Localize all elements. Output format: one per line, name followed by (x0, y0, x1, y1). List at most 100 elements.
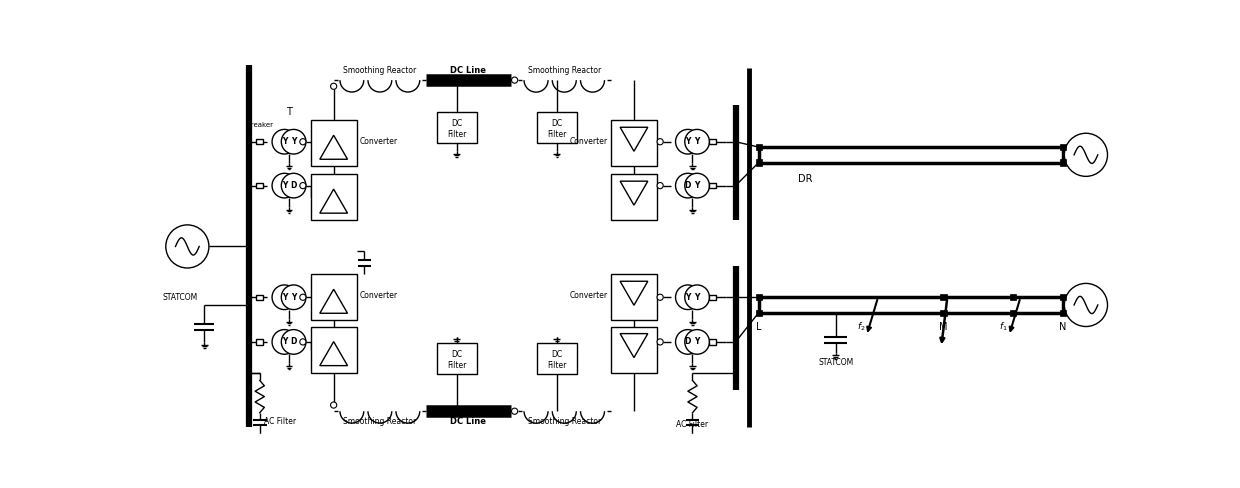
Circle shape (272, 129, 296, 154)
Text: Filter: Filter (448, 361, 466, 369)
Bar (310, 174, 357, 220)
Text: Y: Y (281, 293, 288, 302)
Circle shape (331, 402, 337, 408)
Bar (709, 339, 715, 345)
Polygon shape (620, 281, 647, 305)
Text: DC Line: DC Line (450, 66, 486, 75)
Bar (436, 112, 477, 143)
Bar (611, 274, 657, 320)
Bar (755, 309, 761, 316)
Circle shape (657, 183, 663, 189)
Text: STATCOM: STATCOM (818, 358, 853, 367)
Text: DC Line: DC Line (450, 418, 486, 427)
Circle shape (281, 329, 306, 354)
Bar (1060, 309, 1066, 316)
Bar (1009, 309, 1016, 316)
Bar (257, 139, 263, 144)
Circle shape (684, 173, 709, 198)
Text: Y: Y (694, 137, 699, 146)
Circle shape (281, 173, 306, 198)
Circle shape (657, 139, 663, 145)
Polygon shape (320, 342, 347, 366)
Polygon shape (320, 189, 347, 213)
Text: Y: Y (291, 293, 296, 302)
Text: T: T (286, 107, 291, 118)
Circle shape (272, 329, 296, 354)
Polygon shape (620, 127, 647, 151)
Bar (1060, 294, 1066, 300)
Circle shape (657, 294, 663, 300)
Bar (537, 112, 577, 143)
Circle shape (676, 129, 701, 154)
Text: AC Filter: AC Filter (264, 418, 296, 427)
Text: $f_2$: $f_2$ (857, 320, 866, 333)
Bar (1009, 294, 1016, 300)
Circle shape (1064, 133, 1107, 176)
Bar (755, 160, 761, 165)
Text: D: D (684, 337, 691, 346)
Circle shape (272, 173, 296, 198)
Text: Filter: Filter (547, 129, 567, 139)
Text: L: L (756, 322, 761, 331)
Text: STATCOM: STATCOM (162, 293, 197, 302)
Text: Filter: Filter (448, 129, 466, 139)
Text: D: D (290, 337, 296, 346)
Bar (611, 174, 657, 220)
Circle shape (676, 285, 701, 309)
Text: Y: Y (291, 137, 296, 146)
Text: DC: DC (552, 119, 563, 128)
Circle shape (1064, 284, 1107, 326)
Text: D: D (290, 181, 296, 190)
Circle shape (300, 294, 306, 300)
Text: DR: DR (797, 174, 812, 184)
Text: Smoothing Reactor: Smoothing Reactor (528, 418, 601, 427)
Text: Y: Y (281, 337, 288, 346)
Text: Y: Y (686, 293, 691, 302)
Text: Smoothing Reactor: Smoothing Reactor (343, 66, 417, 75)
Circle shape (684, 285, 709, 309)
Text: Converter: Converter (569, 291, 608, 300)
Bar (436, 344, 477, 374)
Text: Y: Y (281, 181, 288, 190)
Bar (709, 295, 715, 300)
Text: Y: Y (694, 337, 699, 346)
Text: DC: DC (451, 350, 463, 359)
Bar (611, 120, 657, 166)
Text: Converter: Converter (569, 137, 608, 146)
Text: $f_1$: $f_1$ (999, 320, 1008, 333)
Bar (611, 326, 657, 373)
Circle shape (512, 408, 517, 414)
Text: D: D (684, 181, 691, 190)
Text: Converter: Converter (360, 291, 398, 300)
Polygon shape (620, 334, 647, 358)
Text: M: M (939, 322, 947, 331)
Polygon shape (320, 289, 347, 313)
Text: Smoothing Reactor: Smoothing Reactor (528, 66, 601, 75)
Circle shape (657, 339, 663, 345)
Text: Y: Y (686, 137, 691, 146)
Bar (940, 309, 946, 316)
Text: Converter: Converter (360, 137, 398, 146)
Circle shape (300, 339, 306, 345)
Text: DC: DC (451, 119, 463, 128)
Text: DC: DC (552, 350, 563, 359)
Circle shape (684, 129, 709, 154)
Bar (257, 183, 263, 188)
Text: Breaker: Breaker (247, 122, 273, 128)
Polygon shape (320, 135, 347, 159)
Circle shape (676, 173, 701, 198)
Circle shape (512, 77, 517, 83)
Circle shape (300, 183, 306, 189)
Bar (709, 183, 715, 188)
Circle shape (281, 285, 306, 309)
Bar (940, 294, 946, 300)
Bar (1060, 144, 1066, 150)
Circle shape (331, 83, 337, 89)
Circle shape (684, 329, 709, 354)
Bar (537, 344, 577, 374)
Bar (1060, 160, 1066, 165)
Circle shape (300, 139, 306, 145)
Circle shape (676, 329, 701, 354)
Circle shape (281, 129, 306, 154)
Bar (709, 139, 715, 144)
